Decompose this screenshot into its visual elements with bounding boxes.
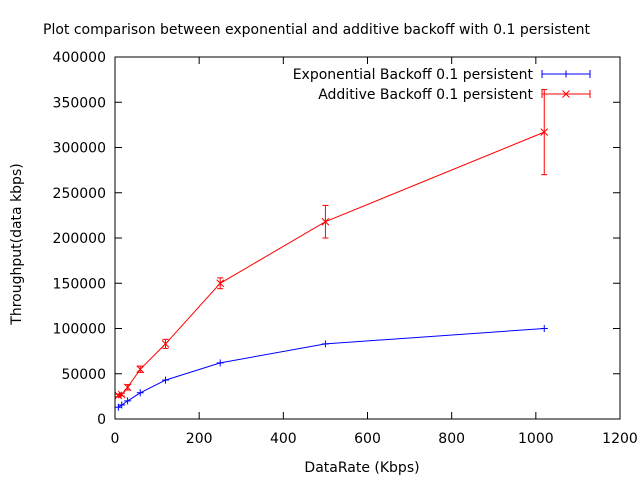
x-axis-label: DataRate (Kbps): [304, 460, 419, 476]
data-point-marker: [161, 340, 170, 348]
x-tick-label: 600: [354, 431, 381, 447]
series-line: [118, 328, 545, 408]
series-line: [118, 131, 545, 396]
series-0: [114, 325, 548, 411]
y-tick-label: 100000: [53, 322, 106, 338]
y-tick-label: 200000: [53, 231, 106, 247]
y-tick-label: 300000: [53, 141, 106, 157]
y-tick-label: 350000: [53, 95, 106, 111]
y-tick-label: 150000: [53, 276, 106, 292]
x-tick-label: 800: [438, 431, 465, 447]
y-axis-label: Throughput(data kbps): [9, 163, 25, 325]
data-point-marker: [136, 365, 145, 374]
legend-label: Exponential Backoff 0.1 persistent: [293, 67, 534, 83]
series-1: [114, 89, 549, 400]
y-tick-label: 0: [97, 412, 106, 428]
x-tick-label: 1000: [518, 431, 554, 447]
x-tick-label: 0: [111, 431, 120, 447]
legend-label: Additive Backoff 0.1 persistent: [318, 87, 533, 103]
data-point-marker: [562, 90, 570, 98]
legend: Exponential Backoff 0.1 persistent Additi…: [293, 67, 591, 103]
data-point-marker: [123, 383, 132, 392]
y-tick-label: 400000: [53, 50, 106, 66]
x-tick-label: 400: [270, 431, 297, 447]
y-axis: 0 50000 100000 150000 200000 250000 300000 3500…: [53, 50, 620, 428]
y-tick-label: 50000: [61, 367, 106, 383]
data-point-marker: [540, 128, 549, 136]
plot-area: [114, 89, 549, 411]
x-tick-label: 200: [186, 431, 213, 447]
y-tick-label: 250000: [53, 186, 106, 202]
data-point-marker: [117, 390, 126, 399]
data-point-marker: [216, 279, 225, 288]
data-point-marker: [321, 217, 330, 226]
x-tick-label: 1200: [602, 431, 638, 447]
x-axis: 0 200 400 600 800 1000 1200: [111, 57, 638, 447]
chart-title: Plot comparison between exponential and …: [43, 22, 591, 38]
